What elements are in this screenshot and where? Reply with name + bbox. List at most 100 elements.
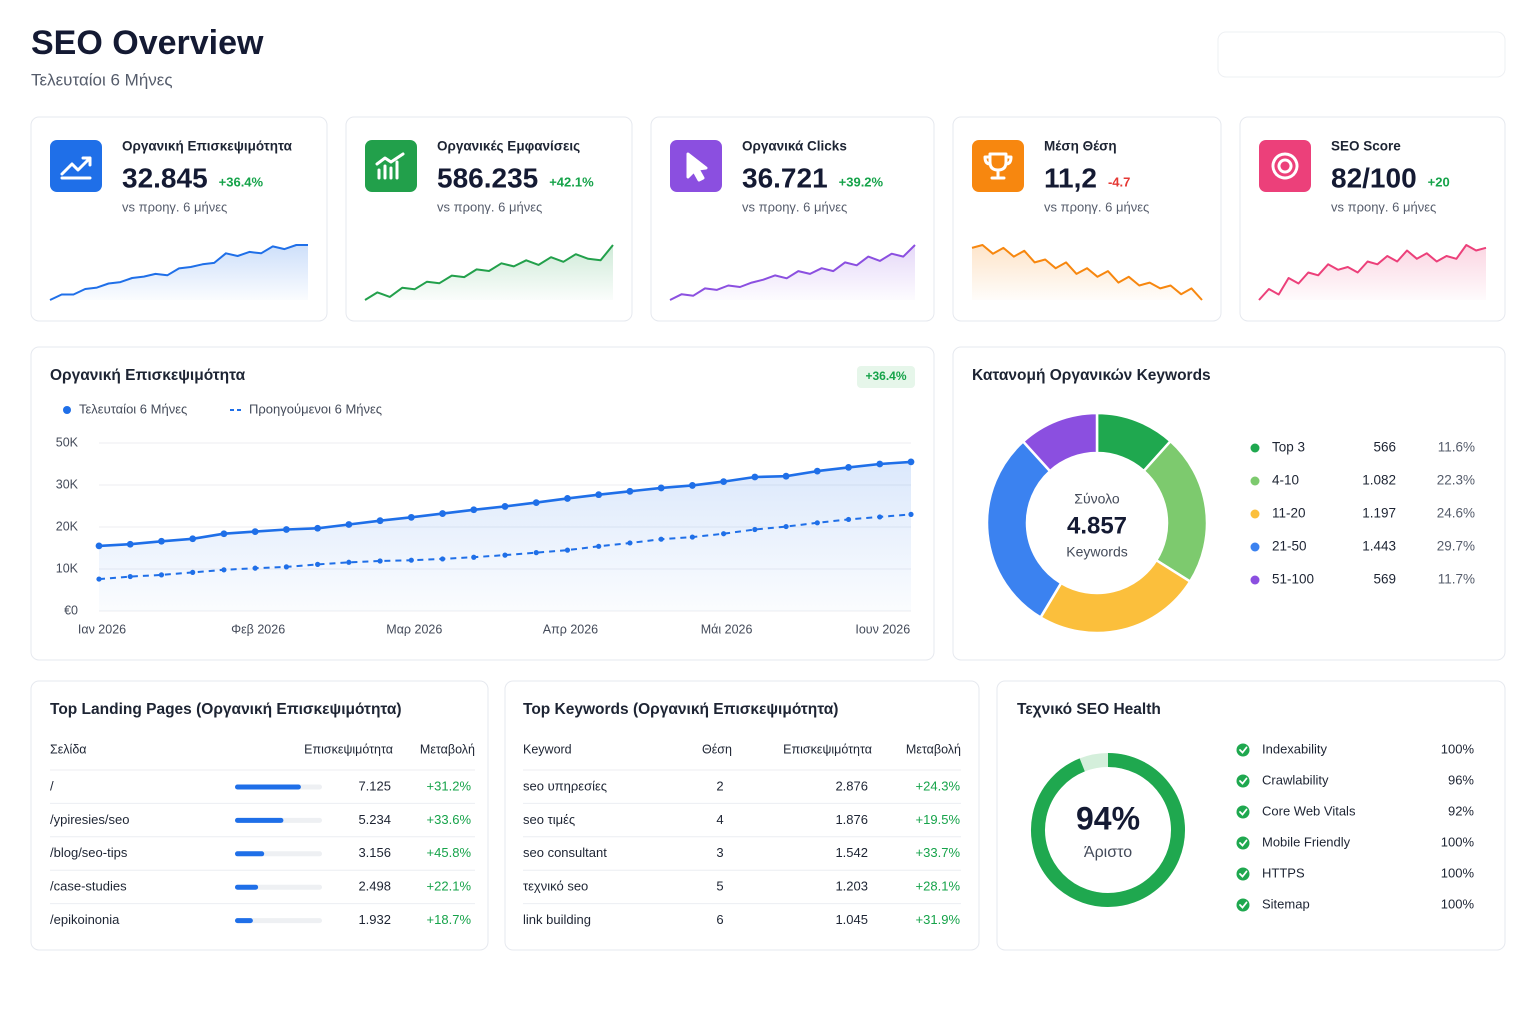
sparkline-area [1259,245,1486,300]
line-point [158,537,165,545]
health-item: Indexability [1262,741,1328,756]
kpi-value: 36.721 [742,162,828,193]
legend-value: 569 [1373,572,1396,587]
sparkline [364,244,614,301]
line-point [251,528,259,536]
visits: 1.045 [835,912,868,927]
kpi-value: 32.845 [122,162,208,193]
kpi-icon [972,140,1024,192]
legend-label: 21-50 [1272,539,1307,554]
line-point [720,478,728,486]
line-area [99,461,911,611]
line-point [564,547,571,553]
line-point [533,550,539,556]
sparkline [1258,244,1487,301]
sparkline [49,244,308,301]
change: +45.8% [427,845,472,860]
legend-label: Προηγούμενοι 6 Μήνες [249,401,382,416]
card [504,680,980,951]
line-point [626,487,634,495]
line-point [377,558,383,564]
kpi-change: +20 [1428,174,1450,189]
check-icon [1236,805,1250,819]
line-point [220,530,228,538]
line-point [877,514,883,520]
column-header: Θέση [702,742,732,756]
sparkline [971,244,1203,301]
change: +18.7% [427,912,472,927]
visits: 3.156 [358,845,391,860]
kpi-change: +36.4% [219,174,264,189]
line-point [813,467,821,475]
donut-slice [985,439,1063,620]
column-header: Σελίδα [50,742,87,756]
legend-dot [1250,476,1260,486]
line-point [345,521,353,528]
kpi-icon-glyph [375,152,405,180]
y-tick-label: €0 [64,603,78,617]
legend-dot [1250,542,1260,552]
kpi-icon-glyph [983,152,1013,180]
gauge-value: 94% [1076,800,1140,836]
visits: 1.876 [835,812,868,827]
bar [235,918,253,924]
card [996,680,1506,951]
legend-percent: 22.3% [1437,473,1475,488]
line-point [315,561,321,567]
health-value: 100% [1441,896,1475,911]
line-point [501,503,509,510]
kpi-change: -4.7 [1108,174,1130,189]
line-point [596,543,602,549]
kpi-change: +42.1% [549,174,594,189]
bar [235,817,284,823]
legend-value: 1.443 [1362,539,1396,554]
health-value: 92% [1448,803,1474,818]
line-point [721,531,727,537]
donut-center-label: Σύνολο [1074,491,1120,507]
health-item: HTTPS [1262,865,1305,880]
gauge-rating: Άριστο [1084,844,1132,861]
bar-track [235,918,322,924]
card-title: Τεχνικό SEO Health [1017,701,1161,718]
card [30,680,489,951]
x-tick-label: Απρ 2026 [543,622,598,636]
line-point [439,556,446,562]
line-point [470,506,478,514]
line-point [221,567,227,573]
health-item: Crawlability [1262,772,1329,787]
line-point [845,463,852,471]
keyword: seo consultant [523,845,607,860]
donut-slice [1021,411,1099,473]
line-point [845,516,852,523]
change: +31.2% [427,778,472,793]
legend-dot [63,406,71,414]
bar [235,851,265,857]
line-point [471,554,477,560]
position: 5 [716,879,723,894]
kpi-note: vs προηγ. 6 μήνες [1044,199,1149,214]
line-point [439,510,446,517]
kpi-icon [365,140,417,192]
column-header: Επισκεψιμότητα [783,742,872,756]
x-tick-label: Φεβ 2026 [231,622,285,636]
line-point [783,523,789,530]
bar [235,784,301,790]
line-point [595,491,603,499]
keyword: seo υπηρεσίες [523,778,607,793]
health-value: 100% [1441,865,1475,880]
date-picker[interactable] [1217,31,1506,78]
position: 2 [716,778,723,793]
check-mark [1239,777,1248,785]
position: 3 [716,845,723,860]
kpi-title: Οργανική Επισκεψιμότητα [122,139,293,154]
line-point [782,472,790,480]
line-point [564,495,571,502]
health-value: 100% [1441,834,1475,849]
line-point [658,536,664,542]
sparkline-area [972,245,1202,300]
line-point [407,513,415,521]
line-point [314,524,322,532]
check-mark [1239,901,1248,909]
